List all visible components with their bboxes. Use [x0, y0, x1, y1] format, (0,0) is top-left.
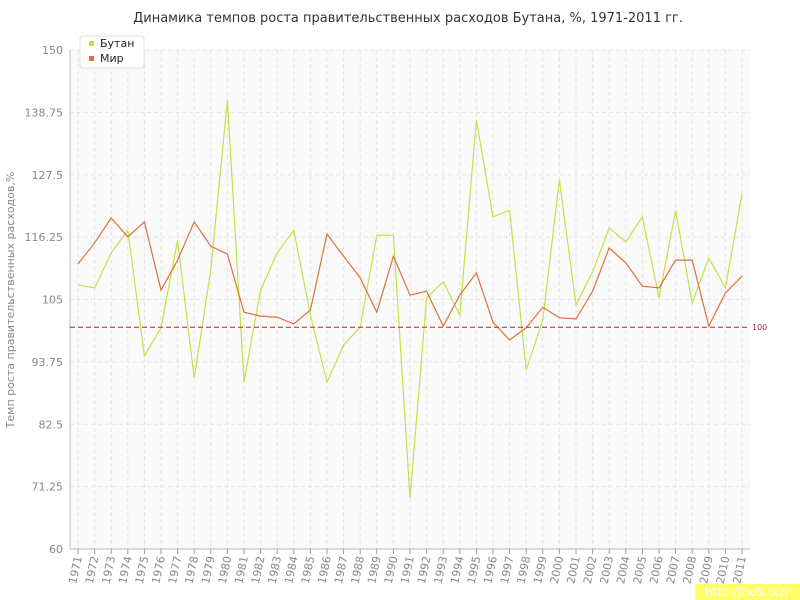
- legend-box: [79, 35, 145, 69]
- x-tick-label: 1977: [166, 555, 185, 585]
- watermark-bg: [695, 584, 800, 600]
- series-line: [77, 217, 743, 341]
- x-tick-label: 2008: [681, 555, 700, 585]
- x-tick-label: 2004: [614, 555, 633, 585]
- x-tick-label: 1978: [183, 555, 202, 585]
- x-tick-label: 2005: [631, 555, 650, 585]
- x-tick-label: 1974: [116, 555, 135, 585]
- x-tick-label: 2011: [730, 555, 749, 585]
- y-tick-label: 93.75: [32, 356, 64, 369]
- y-tick-label: 127.5: [32, 169, 64, 182]
- y-tick-label: 150: [42, 44, 63, 57]
- x-tick-label: 2000: [548, 555, 567, 585]
- x-tick-label: 2003: [598, 555, 617, 585]
- x-tick-label: 1995: [465, 555, 484, 585]
- watermark: http://be5.biz/: [705, 585, 790, 599]
- x-tick-label: 1976: [149, 555, 168, 585]
- y-axis-label: Темп роста правительственных расходов,%: [4, 172, 17, 430]
- x-tick-label: 1986: [315, 555, 334, 585]
- x-tick-label: 2007: [664, 555, 683, 585]
- x-tick-label: 1980: [216, 555, 235, 585]
- legend-swatch: [89, 41, 94, 46]
- x-tick-label: 1979: [199, 555, 218, 585]
- y-tick-label: 138.75: [25, 106, 64, 119]
- x-tick-label: 1982: [249, 555, 268, 585]
- x-tick-label: 1999: [531, 555, 550, 585]
- x-tick-label: 1989: [365, 555, 384, 585]
- y-tick-label: 71.25: [32, 481, 64, 494]
- x-tick-label: 1973: [100, 555, 119, 585]
- x-tick-label: 1981: [232, 555, 251, 585]
- legend-label: Мир: [100, 52, 124, 65]
- y-tick-label: 116.25: [25, 231, 64, 244]
- x-tick-label: 2002: [581, 555, 600, 585]
- legend-label: Бутан: [100, 37, 134, 50]
- x-tick-label: 2006: [647, 555, 666, 585]
- x-tick-label: 1992: [415, 555, 434, 585]
- x-tick-label: 1971: [66, 555, 85, 585]
- y-tick-label: 60: [49, 543, 63, 556]
- y-tick-label: 105: [42, 294, 63, 307]
- x-tick-label: 1975: [133, 555, 152, 585]
- x-tick-label: 1993: [432, 555, 451, 585]
- x-tick-label: 1983: [266, 555, 285, 585]
- x-tick-label: 1997: [498, 555, 517, 585]
- x-tick-label: 2009: [697, 555, 716, 585]
- x-tick-label: 2001: [564, 555, 583, 585]
- y-tick-label: 82.5: [39, 418, 64, 431]
- x-tick-label: 1996: [481, 555, 500, 585]
- x-tick-label: 1987: [332, 555, 351, 585]
- x-tick-label: 1994: [448, 555, 467, 585]
- x-tick-label: 1972: [83, 555, 102, 585]
- x-tick-label: 1990: [382, 555, 401, 585]
- x-tick-label: 1988: [349, 555, 368, 585]
- x-tick-label: 2010: [714, 555, 733, 585]
- legend-swatch: [89, 56, 94, 61]
- x-tick-label: 1984: [282, 555, 301, 585]
- x-tick-label: 1998: [515, 555, 534, 585]
- x-tick-label: 1985: [299, 555, 318, 585]
- x-tick-label: 1991: [398, 555, 417, 585]
- reference-label: 100: [752, 323, 767, 332]
- chart-title: Динамика темпов роста правительственных …: [133, 11, 683, 26]
- series-line: [77, 99, 743, 499]
